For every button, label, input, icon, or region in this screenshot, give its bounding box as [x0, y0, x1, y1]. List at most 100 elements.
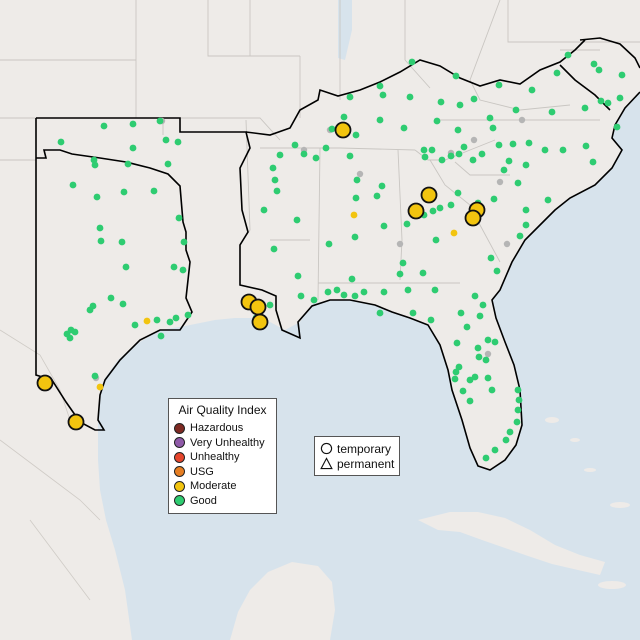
- hazardous-swatch: [174, 422, 185, 434]
- good-monitor-marker: [474, 344, 482, 352]
- inactive-monitor-marker: [396, 240, 404, 248]
- good-monitor-marker: [164, 160, 172, 168]
- good-monitor-marker: [91, 161, 99, 169]
- good-monitor-marker: [559, 146, 567, 154]
- moderate-monitor-marker: [464, 209, 482, 227]
- region-outline: [35, 37, 640, 471]
- good-monitor-marker: [380, 288, 388, 296]
- good-monitor-marker: [457, 309, 465, 317]
- good-monitor-marker: [564, 51, 572, 59]
- good-monitor-marker: [294, 272, 302, 280]
- good-monitor-marker: [360, 288, 368, 296]
- good-monitor-marker: [353, 176, 361, 184]
- legend-label: Good: [190, 494, 217, 507]
- lake-michigan: [338, 0, 352, 60]
- land-yucatan: [230, 562, 335, 640]
- moderate-monitor-marker: [450, 229, 458, 237]
- good-monitor-marker: [396, 270, 404, 278]
- good-monitor-marker: [427, 316, 435, 324]
- moderate-monitor-marker: [334, 121, 352, 139]
- good-monitor-marker: [495, 141, 503, 149]
- good-monitor-marker: [454, 126, 462, 134]
- good-monitor-marker: [484, 374, 492, 382]
- good-monitor-marker: [404, 286, 412, 294]
- legend-title: Air Quality Index: [178, 403, 267, 417]
- good-monitor-marker: [484, 336, 492, 344]
- legend-label: Hazardous: [190, 422, 244, 435]
- good-monitor-marker: [420, 146, 428, 154]
- good-monitor-marker: [506, 428, 514, 436]
- good-monitor-marker: [91, 372, 99, 380]
- good-monitor-marker: [454, 189, 462, 197]
- good-monitor-marker: [376, 82, 384, 90]
- good-monitor-marker: [491, 338, 499, 346]
- good-monitor-marker: [553, 69, 561, 77]
- good-monitor-marker: [516, 232, 524, 240]
- good-monitor-marker: [333, 286, 341, 294]
- good-swatch: [174, 495, 185, 507]
- good-monitor-marker: [348, 275, 356, 283]
- good-monitor-marker: [455, 363, 463, 371]
- good-monitor-marker: [269, 164, 277, 172]
- good-monitor-marker: [466, 397, 474, 405]
- good-monitor-marker: [476, 312, 484, 320]
- good-monitor-marker: [260, 206, 268, 214]
- good-monitor-marker: [428, 146, 436, 154]
- good-monitor-marker: [460, 143, 468, 151]
- legend-item-unhealthy: Unhealthy: [174, 450, 271, 465]
- good-monitor-marker: [170, 263, 178, 271]
- good-monitor-marker: [453, 339, 461, 347]
- good-monitor-marker: [129, 144, 137, 152]
- good-monitor-marker: [162, 136, 170, 144]
- good-monitor-marker: [406, 93, 414, 101]
- good-monitor-marker: [490, 195, 498, 203]
- good-monitor-marker: [618, 71, 626, 79]
- good-monitor-marker: [452, 368, 460, 376]
- good-monitor-marker: [515, 396, 523, 404]
- good-monitor-marker: [528, 86, 536, 94]
- good-monitor-marker: [293, 216, 301, 224]
- legend-label: Moderate: [190, 480, 237, 493]
- good-monitor-marker: [174, 138, 182, 146]
- inactive-monitor-marker: [356, 170, 364, 178]
- inactive-monitor-marker: [470, 136, 478, 144]
- good-monitor-marker: [86, 306, 94, 314]
- good-monitor-marker: [96, 224, 104, 232]
- good-monitor-marker: [153, 316, 161, 324]
- good-monitor-marker: [452, 72, 460, 80]
- legend-item-good: Good: [174, 494, 271, 509]
- legend-item-moderate: Moderate: [174, 479, 271, 494]
- good-monitor-marker: [310, 296, 318, 304]
- mexico-boundaries: [0, 329, 101, 601]
- good-monitor-marker: [589, 158, 597, 166]
- good-monitor-marker: [376, 116, 384, 124]
- good-monitor-marker: [150, 187, 158, 195]
- good-monitor-marker: [322, 144, 330, 152]
- good-monitor-marker: [312, 154, 320, 162]
- moderate-monitors: [36, 121, 486, 431]
- good-monitor-marker: [276, 151, 284, 159]
- small-islands: [545, 417, 630, 589]
- moderate-monitor-marker: [249, 298, 267, 316]
- good-monitor-marker: [581, 104, 589, 112]
- moderate-monitor-marker: [36, 374, 54, 392]
- good-monitor-marker: [122, 263, 130, 271]
- circle-icon: [320, 442, 333, 455]
- good-monitor-marker: [373, 192, 381, 200]
- inactive-monitor-marker: [496, 178, 504, 186]
- good-monitor-marker: [340, 291, 348, 299]
- moderate-monitor-marker: [420, 186, 438, 204]
- good-monitor-marker: [324, 288, 332, 296]
- good-monitor-marker: [57, 138, 65, 146]
- good-monitor-marker: [266, 301, 274, 309]
- legend-item-very-unhealthy: Very Unhealthy: [174, 436, 271, 451]
- good-monitor-marker: [156, 117, 164, 125]
- triangle-icon: [320, 457, 333, 470]
- moderate-monitor-marker: [350, 211, 358, 219]
- good-monitor-marker: [409, 309, 417, 317]
- good-monitor-marker: [493, 267, 501, 275]
- moderate-monitor-marker: [67, 413, 85, 431]
- good-monitor-marker: [437, 98, 445, 106]
